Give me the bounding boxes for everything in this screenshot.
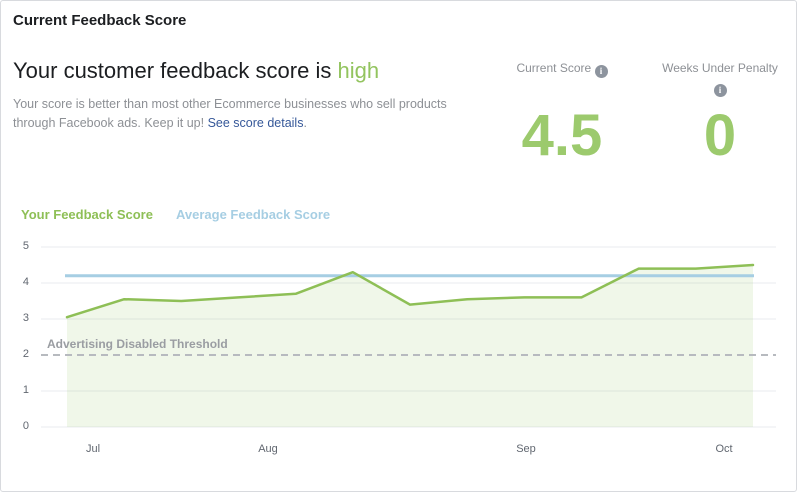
y-tick-label: 0 (22, 420, 29, 432)
weeks-under-penalty-info-icon[interactable]: i (713, 84, 727, 97)
x-tick-label: Sep (516, 443, 536, 455)
y-tick-label: 1 (22, 384, 29, 396)
score-level-highlight: high (337, 58, 380, 83)
y-tick-label: 4 (22, 276, 29, 288)
current-score-value: 4.5 (521, 103, 603, 168)
y-tick-label: 3 (22, 312, 29, 324)
see-score-details-link[interactable]: See score details (207, 116, 304, 131)
legend-average-feedback-score[interactable]: Average Feedback Score (175, 207, 331, 222)
current-score-label: Current Score i (499, 61, 625, 78)
weeks-under-penalty-value: 0 (703, 103, 737, 168)
description-text: Your score is better than most other Eco… (13, 97, 447, 131)
x-tick-label: Jul (85, 443, 101, 455)
y-tick-label: 2 (22, 348, 29, 360)
score-summary-heading: Your customer feedback score is high (13, 58, 379, 84)
x-tick-label: Oct (715, 443, 733, 455)
weeks-under-penalty-label: Weeks Under Penalty (662, 61, 778, 75)
chart-legend: Your Feedback Score Average Feedback Scor… (21, 207, 330, 222)
advertising-disabled-threshold-label: Advertising Disabled Threshold (47, 337, 228, 351)
score-description: Your score is better than most other Eco… (13, 95, 461, 134)
current-score-info-icon[interactable]: i (594, 65, 608, 78)
page-title: Current Feedback Score (13, 12, 187, 29)
y-tick-label: 5 (22, 240, 29, 252)
legend-your-feedback-score[interactable]: Your Feedback Score (21, 207, 153, 222)
x-tick-label: Aug (258, 443, 278, 455)
weeks-under-penalty-info-wrap: i (649, 78, 791, 97)
description-period: . (303, 116, 307, 131)
heading-text: Your customer feedback score is (13, 58, 338, 83)
